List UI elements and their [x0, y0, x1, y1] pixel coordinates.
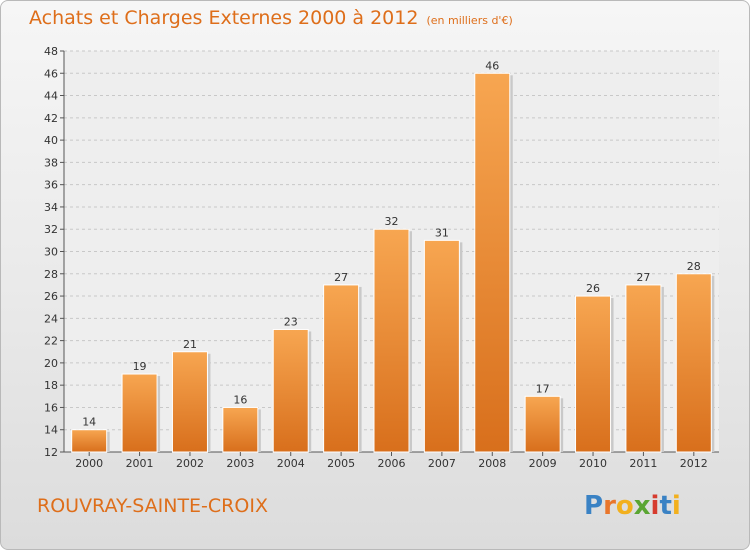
bar-value-label: 19	[133, 360, 147, 373]
y-tick-label: 32	[44, 223, 58, 236]
y-tick-label: 28	[44, 268, 58, 281]
bar	[171, 351, 208, 453]
y-tick-label: 42	[44, 112, 58, 125]
logo-letter: r	[603, 491, 616, 521]
bar-value-label: 27	[636, 271, 650, 284]
bar	[373, 228, 410, 453]
bar-value-label: 46	[485, 59, 499, 72]
y-tick-label: 36	[44, 179, 58, 192]
bar	[423, 239, 460, 453]
logo-letter: x	[633, 491, 651, 521]
x-tick-label: 2008	[478, 457, 506, 470]
y-tick-label: 38	[44, 156, 58, 169]
y-tick-label: 34	[44, 201, 58, 214]
bar	[575, 295, 612, 453]
y-tick-label: 20	[44, 357, 58, 370]
x-tick-label: 2012	[680, 457, 708, 470]
bar-value-label: 31	[435, 226, 449, 239]
y-tick-label: 12	[44, 446, 58, 459]
logo-letter: t	[659, 491, 672, 521]
bar-value-label: 23	[284, 315, 298, 328]
y-tick-label: 16	[44, 401, 58, 414]
bar-value-label: 16	[233, 393, 247, 406]
x-tick-label: 2001	[126, 457, 154, 470]
y-tick-label: 40	[44, 134, 58, 147]
bar-value-label: 14	[82, 416, 96, 429]
y-tick-label: 22	[44, 335, 58, 348]
chart-title: Achats et Charges Externes 2000 à 2012 (e…	[29, 7, 513, 29]
bar	[71, 429, 108, 453]
y-tick-label: 48	[44, 45, 58, 58]
bar-value-label: 32	[385, 215, 399, 228]
x-tick-label: 2000	[75, 457, 103, 470]
logo-letter: P	[584, 491, 604, 521]
bar	[524, 395, 561, 453]
bar-value-label: 28	[687, 260, 701, 273]
bar-value-label: 21	[183, 338, 197, 351]
chart-subtitle: (en milliers d'€)	[426, 14, 513, 27]
y-tick-label: 46	[44, 67, 58, 80]
y-tick-label: 24	[44, 312, 58, 325]
x-tick-label: 2002	[176, 457, 204, 470]
logo-letter: i	[650, 491, 660, 521]
x-tick-label: 2003	[226, 457, 254, 470]
y-tick-label: 26	[44, 290, 58, 303]
logo-letter: i	[671, 491, 681, 521]
y-tick-label: 18	[44, 379, 58, 392]
bar	[121, 373, 158, 453]
bar-value-label: 26	[586, 282, 600, 295]
x-tick-label: 2006	[378, 457, 406, 470]
x-tick-label: 2009	[529, 457, 557, 470]
commune-name: ROUVRAY-SAINTE-CROIX	[37, 495, 268, 517]
bar	[323, 284, 360, 453]
bar-value-label: 17	[536, 382, 550, 395]
x-tick-label: 2005	[327, 457, 355, 470]
bar	[272, 328, 309, 453]
y-tick-label: 14	[44, 424, 58, 437]
y-tick-label: 44	[44, 90, 58, 103]
bar	[675, 273, 712, 453]
bar	[625, 284, 662, 453]
y-tick-label: 30	[44, 246, 58, 259]
x-tick-label: 2004	[277, 457, 305, 470]
proxiti-logo: Proxiti	[584, 491, 681, 521]
chart-title-text: Achats et Charges Externes 2000 à 2012	[29, 7, 419, 29]
x-tick-label: 2010	[579, 457, 607, 470]
logo-letter: o	[615, 491, 634, 521]
x-tick-label: 2007	[428, 457, 456, 470]
bar-value-label: 27	[334, 271, 348, 284]
bar	[474, 72, 511, 453]
bar	[222, 406, 259, 453]
x-tick-label: 2011	[629, 457, 657, 470]
